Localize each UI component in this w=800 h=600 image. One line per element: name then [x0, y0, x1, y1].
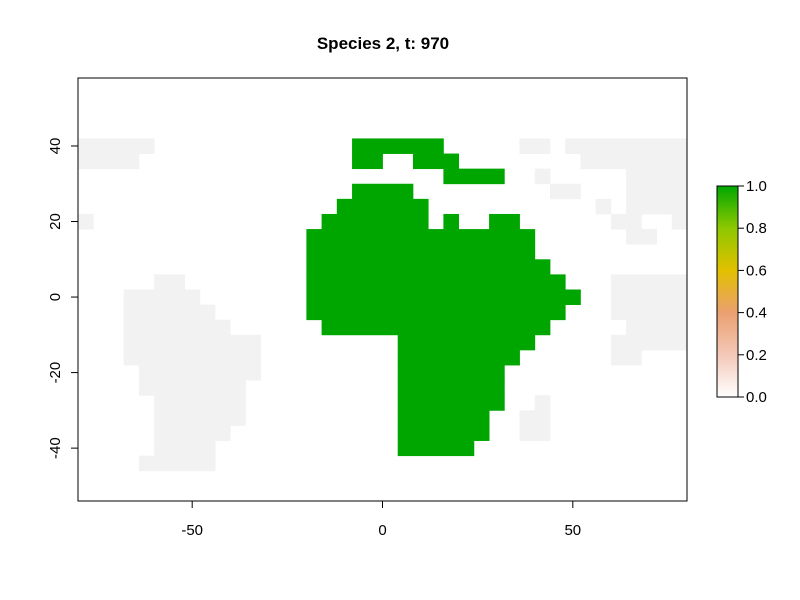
- y-tick-label: -20: [47, 362, 64, 384]
- cell-zero: [626, 198, 688, 215]
- legend-tick-label: 0.2: [746, 347, 767, 364]
- cell-occupied: [397, 395, 505, 411]
- cell-zero: [78, 153, 140, 170]
- cell-occupied: [321, 319, 551, 336]
- x-tick-label: 0: [378, 522, 386, 539]
- cell-zero: [519, 410, 551, 426]
- cell-occupied: [397, 425, 490, 441]
- cell-zero: [154, 395, 246, 411]
- cell-occupied: [336, 198, 429, 215]
- cell-zero: [154, 410, 246, 426]
- cell-zero: [78, 213, 94, 230]
- cell-zero: [534, 168, 551, 185]
- x-axis: -50 0 50: [181, 500, 581, 539]
- legend-tick-label: 0.8: [746, 220, 767, 237]
- chart-title: Species 2, t: 970: [317, 34, 449, 53]
- y-tick-label: -40: [47, 437, 64, 459]
- cell-zero: [123, 319, 231, 336]
- cell-zero: [626, 183, 688, 200]
- occupied-cells: [306, 138, 581, 457]
- cell-zero: [138, 380, 246, 396]
- cell-occupied: [306, 304, 566, 321]
- cell-zero: [123, 349, 262, 366]
- legend-tick-label: 0.0: [746, 389, 767, 406]
- cell-zero: [123, 289, 201, 306]
- legend-colorbar: [716, 185, 739, 398]
- cell-occupied: [352, 138, 414, 154]
- cell-zero: [626, 319, 688, 336]
- cell-zero: [154, 425, 231, 441]
- cell-occupied: [412, 153, 460, 170]
- cell-occupied: [489, 213, 520, 230]
- cell-zero: [549, 183, 581, 200]
- cell-zero: [626, 304, 688, 321]
- y-tick-label: 20: [47, 213, 64, 230]
- cell-occupied: [397, 349, 520, 366]
- cell-occupied: [397, 440, 475, 457]
- cell-zero: [519, 425, 551, 441]
- cell-zero: [595, 198, 612, 215]
- cell-zero: [565, 138, 688, 154]
- cell-occupied: [321, 213, 429, 230]
- cell-occupied: [306, 289, 581, 306]
- cell-occupied: [397, 365, 505, 381]
- cell-zero: [519, 138, 551, 154]
- x-tick-label: -50: [181, 522, 203, 539]
- legend-tick-label: 0.4: [746, 305, 767, 322]
- cell-occupied: [306, 244, 536, 260]
- cell-occupied: [352, 183, 414, 200]
- cell-zero: [154, 274, 185, 290]
- cell-occupied: [306, 259, 551, 275]
- cell-zero: [610, 274, 688, 290]
- cell-zero: [656, 153, 688, 170]
- cell-zero: [626, 168, 688, 185]
- cell-zero: [580, 153, 657, 170]
- cell-zero: [154, 440, 216, 457]
- cell-zero: [610, 213, 642, 230]
- cell-occupied: [306, 274, 566, 290]
- cell-zero: [123, 304, 216, 321]
- y-axis: -40 -20 0 20 40: [47, 138, 79, 459]
- cell-occupied: [397, 380, 505, 396]
- cell-occupied: [352, 153, 383, 170]
- y-tick-label: 40: [47, 138, 64, 155]
- cell-occupied: [412, 138, 444, 154]
- color-legend: 0.0 0.2 0.4 0.6 0.8 1.0: [716, 178, 767, 406]
- cell-zero: [78, 138, 155, 154]
- cell-zero: [610, 304, 627, 321]
- cell-occupied: [397, 334, 536, 351]
- cell-zero: [610, 349, 642, 366]
- cell-zero: [138, 455, 216, 472]
- cell-occupied: [443, 213, 460, 230]
- cell-zero: [138, 365, 262, 381]
- y-tick-label: 0: [47, 293, 64, 301]
- legend-tick-label: 1.0: [746, 178, 767, 195]
- cell-zero: [610, 334, 688, 351]
- cell-occupied: [306, 229, 536, 245]
- cell-zero: [123, 334, 262, 351]
- cell-occupied: [397, 410, 490, 426]
- cell-occupied: [443, 168, 505, 185]
- cell-zero: [626, 229, 657, 245]
- legend-tick-label: 0.6: [746, 262, 767, 279]
- zero-occupancy-cells: [78, 138, 688, 472]
- cell-zero: [671, 213, 688, 230]
- cell-zero: [534, 395, 551, 411]
- cell-zero: [610, 289, 688, 306]
- x-tick-label: 50: [564, 522, 581, 539]
